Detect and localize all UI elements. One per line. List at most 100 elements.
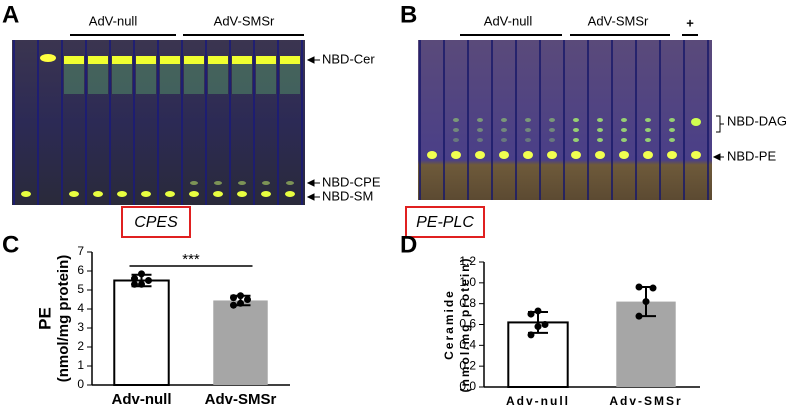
panel-label: B — [400, 1, 417, 28]
spot — [669, 118, 675, 122]
panel-label: D — [400, 231, 417, 258]
band-labels — [306, 56, 320, 201]
spot — [571, 151, 581, 159]
y-tick-label: 1.0 — [459, 275, 476, 289]
y-tick-label: 0.8 — [459, 296, 476, 310]
x-tick-label: Adv-SMSr — [609, 394, 682, 408]
data-point — [131, 280, 138, 288]
spot — [669, 128, 675, 132]
arrow — [712, 153, 724, 161]
spot — [213, 191, 223, 197]
y-tick-label: 2 — [77, 339, 84, 353]
spot — [475, 151, 485, 159]
spot — [501, 118, 507, 122]
spot — [667, 151, 677, 159]
spot — [451, 151, 461, 159]
spot — [40, 54, 56, 62]
significance-label: *** — [182, 251, 200, 268]
spot — [237, 191, 247, 197]
spot — [69, 191, 79, 197]
band — [256, 56, 276, 64]
y-axis-unit: (nmol/mg protein) — [458, 257, 472, 393]
spot — [645, 128, 651, 132]
spot — [549, 138, 555, 142]
y-axis-unit: (nmol/mg protein) — [55, 255, 72, 383]
spot — [643, 151, 653, 159]
band — [232, 56, 252, 64]
data-point — [541, 321, 549, 328]
smear — [112, 64, 132, 94]
data-point — [642, 298, 650, 306]
spot — [597, 128, 603, 132]
group-label: AdV-SMSr — [588, 13, 649, 28]
data-point — [230, 294, 237, 302]
spot — [93, 191, 103, 197]
spot — [525, 128, 531, 132]
y-tick-label: 0.4 — [459, 338, 476, 352]
spot — [645, 118, 651, 122]
spot — [453, 128, 459, 132]
band — [64, 56, 84, 64]
smear — [136, 64, 156, 94]
y-tick-label: 7 — [77, 244, 84, 258]
tlc-image — [418, 40, 712, 200]
spot — [523, 151, 533, 159]
y-tick-label: 0 — [77, 377, 84, 391]
data-point — [230, 301, 237, 309]
spot — [21, 191, 31, 197]
band — [112, 56, 132, 64]
data-point — [138, 270, 145, 278]
spot — [691, 151, 701, 159]
smear — [64, 64, 84, 94]
spot — [595, 151, 605, 159]
spot — [525, 118, 531, 122]
data-point — [649, 284, 657, 292]
spot — [525, 138, 531, 142]
spot — [477, 138, 483, 142]
smear — [208, 64, 228, 94]
smear — [184, 64, 204, 94]
y-tick-label: 5 — [77, 282, 84, 296]
y-tick-label: 3 — [77, 320, 84, 334]
band-label: NBD-PE — [727, 148, 776, 163]
band-label: NBD-CPE — [322, 174, 381, 189]
y-tick-label: 1.2 — [459, 254, 476, 268]
x-tick-label: Adv-SMSr — [205, 391, 277, 408]
spot — [691, 118, 701, 126]
spot — [619, 151, 629, 159]
data-point — [635, 283, 643, 291]
panel-label: A — [2, 1, 19, 28]
spot — [117, 191, 127, 197]
y-tick-label: 1 — [77, 358, 84, 372]
band — [184, 56, 204, 64]
smear — [280, 64, 300, 94]
spot — [427, 151, 437, 159]
spot — [453, 138, 459, 142]
y-tick-label: 0.6 — [459, 317, 476, 331]
y-tick-label: 4 — [77, 301, 84, 315]
smear — [256, 64, 276, 94]
data-point — [244, 296, 251, 303]
spot — [573, 128, 579, 132]
data-point — [237, 292, 244, 300]
bar-chart: 0.0 0.2 0.4 0.6 0.8 1.0 1.2 Ceramide (nmol/mg pr… — [442, 254, 700, 408]
spot — [501, 138, 507, 142]
y-axis-label: PE — [35, 307, 54, 330]
spot — [645, 138, 651, 142]
spot — [549, 128, 555, 132]
smear — [232, 64, 252, 94]
spot — [477, 128, 483, 132]
spot — [547, 151, 557, 159]
group-label: AdV-null — [89, 13, 138, 28]
spot — [285, 191, 295, 197]
assay-box — [121, 206, 191, 238]
y-axis-label: Ceramide — [442, 289, 456, 360]
spot — [165, 191, 175, 197]
spot — [501, 128, 507, 132]
spot — [669, 138, 675, 142]
spot — [597, 118, 603, 122]
spot — [499, 151, 509, 159]
band — [136, 56, 156, 64]
x-tick-label: Adv-null — [506, 394, 570, 408]
data-point — [534, 323, 542, 331]
